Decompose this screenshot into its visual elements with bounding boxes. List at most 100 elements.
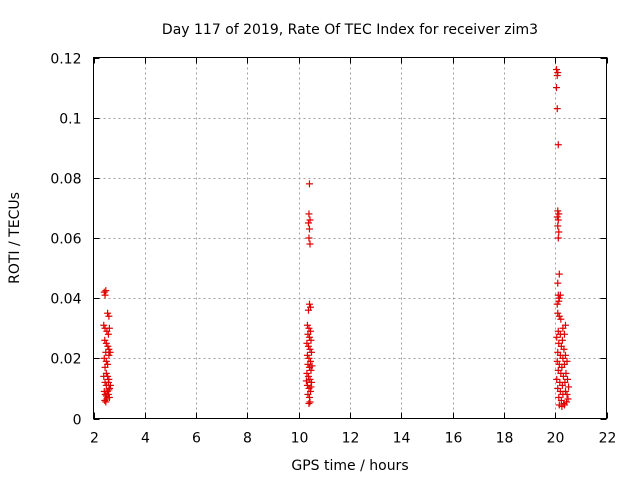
data-point: [306, 375, 314, 383]
x-axis-label: GPS time / hours: [291, 458, 408, 474]
y-axis-label: ROTI / TECUs: [7, 192, 23, 284]
data-point: [303, 381, 311, 389]
data-point: [105, 345, 113, 353]
data-point: [564, 395, 572, 403]
data-point: [307, 383, 315, 391]
data-point: [308, 348, 316, 356]
data-point: [565, 383, 573, 391]
data-point: [552, 66, 560, 74]
data-point: [303, 321, 311, 329]
data-point: [307, 336, 315, 344]
data-point: [564, 375, 572, 383]
x-tick-label: 18: [496, 431, 514, 447]
data-point: [105, 351, 113, 359]
axis-ticks: [93, 57, 608, 420]
x-tick-label: 16: [445, 431, 463, 447]
data-point: [305, 399, 313, 407]
data-point: [304, 360, 312, 368]
data-point: [553, 333, 561, 341]
data-points: [100, 66, 573, 410]
data-point: [560, 345, 568, 353]
data-point: [103, 395, 111, 403]
x-tick-labels: 2 4 6 8 10 12 14 16 18 20 22: [90, 431, 616, 447]
data-point: [555, 297, 563, 305]
data-point: [305, 300, 313, 308]
data-point: [104, 330, 112, 338]
data-point: [563, 357, 571, 365]
x-tick-label: 8: [243, 431, 252, 447]
data-point: [304, 306, 312, 314]
x-tick-label: 2: [90, 431, 99, 447]
data-point: [104, 309, 112, 317]
data-point: [304, 330, 312, 338]
data-point: [554, 234, 562, 242]
data-point: [560, 330, 568, 338]
data-point: [305, 180, 313, 188]
data-point: [106, 381, 114, 389]
x-tick-label: 10: [291, 431, 309, 447]
data-point: [307, 366, 315, 374]
data-point: [303, 339, 311, 347]
y-tick-label: 0.02: [50, 352, 81, 368]
data-point: [102, 339, 110, 347]
data-point: [306, 398, 314, 406]
y-tick-label: 0.06: [50, 232, 81, 248]
data-point: [560, 401, 568, 409]
x-tick-label: 14: [393, 431, 411, 447]
data-point: [302, 377, 310, 385]
data-point: [101, 291, 109, 299]
data-point: [559, 324, 567, 332]
grid: [93, 57, 607, 419]
data-point: [304, 372, 312, 380]
y-tick-label: 0: [73, 413, 82, 429]
data-point: [305, 333, 313, 341]
data-point: [105, 386, 113, 394]
data-point: [552, 84, 560, 92]
y-tick-labels: 0 0.02 0.04 0.06 0.08 0.1 0.12: [50, 52, 81, 429]
data-point: [303, 351, 311, 359]
data-point: [555, 270, 563, 278]
data-point: [304, 342, 312, 350]
data-point: [103, 387, 111, 395]
chart-title: Day 117 of 2019, Rate Of TEC Index for r…: [162, 22, 538, 38]
data-point: [554, 207, 562, 215]
data-point: [554, 279, 562, 287]
data-point: [306, 345, 314, 353]
data-point: [305, 210, 313, 218]
data-point: [306, 240, 314, 248]
data-point: [555, 210, 563, 218]
data-point: [104, 342, 112, 350]
data-point: [101, 363, 109, 371]
y-tick-label: 0.12: [50, 52, 81, 68]
data-point: [553, 375, 561, 383]
data-point: [563, 390, 571, 398]
x-tick-label: 20: [547, 431, 565, 447]
data-point: [557, 315, 565, 323]
data-point: [305, 225, 313, 233]
data-point: [305, 234, 313, 242]
data-point: [553, 213, 561, 221]
data-point: [305, 324, 313, 332]
data-point: [305, 354, 313, 362]
data-point: [555, 228, 563, 236]
data-point: [105, 324, 113, 332]
x-tick-label: 22: [599, 431, 617, 447]
data-point: [562, 369, 570, 377]
data-point: [554, 216, 562, 224]
data-point: [553, 105, 561, 113]
x-tick-label: 4: [141, 431, 150, 447]
data-point: [101, 336, 109, 344]
data-point: [102, 398, 110, 406]
data-point: [303, 369, 311, 377]
data-point: [102, 287, 110, 295]
data-point: [304, 219, 312, 227]
data-point: [100, 288, 108, 296]
data-point: [561, 351, 569, 359]
data-point: [553, 72, 561, 80]
data-point: [558, 336, 566, 344]
x-tick-label: 6: [192, 431, 201, 447]
y-tick-label: 0.08: [50, 172, 81, 188]
data-point: [556, 291, 564, 299]
data-point: [561, 387, 569, 395]
